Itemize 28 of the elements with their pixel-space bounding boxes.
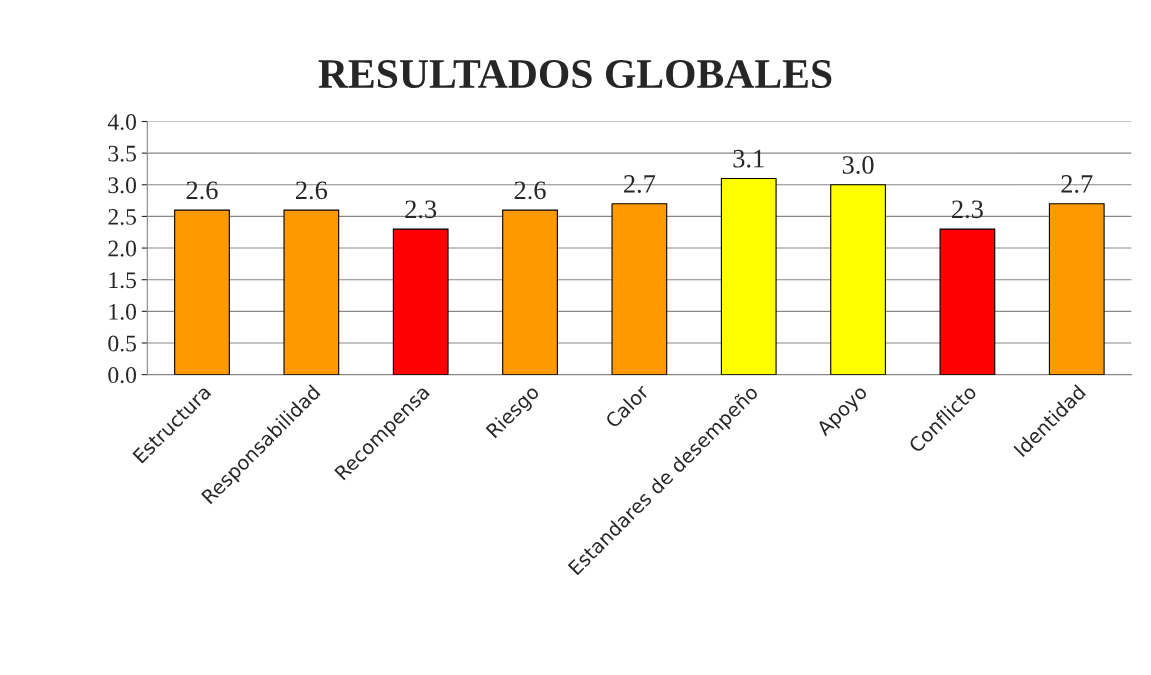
bar (611, 203, 668, 375)
bar (283, 209, 340, 375)
bar (830, 184, 886, 375)
y-tick-label: 1.5 (109, 272, 136, 289)
y-tick-label: 0.0 (108, 367, 137, 384)
bar (174, 209, 230, 375)
data-label: 2.6 (186, 181, 218, 200)
bar (502, 209, 558, 375)
chart-title: RESULTADOS GLOBALES (318, 60, 832, 89)
bar (939, 228, 996, 375)
data-label: 2.3 (405, 200, 437, 219)
y-tick-label: 3.0 (108, 177, 137, 194)
data-label: 2.6 (514, 181, 546, 200)
y-tick-label: 0.5 (108, 335, 136, 352)
y-tick-label: 1.0 (109, 303, 137, 320)
y-tick-label: 4.0 (107, 113, 137, 131)
data-label: 3.1 (733, 149, 764, 168)
data-label: 2.3 (952, 200, 983, 219)
y-tick-label: 3.5 (108, 145, 136, 162)
data-label: 2.7 (624, 175, 656, 193)
bar (392, 228, 449, 375)
data-label: 2.6 (296, 181, 328, 200)
y-tick-label: 2.5 (108, 208, 136, 225)
bar (1048, 203, 1105, 375)
bar (720, 177, 777, 375)
y-tick-label: 2.0 (108, 240, 137, 257)
data-label: 2.7 (1061, 175, 1093, 193)
data-label: 3.0 (842, 156, 874, 174)
